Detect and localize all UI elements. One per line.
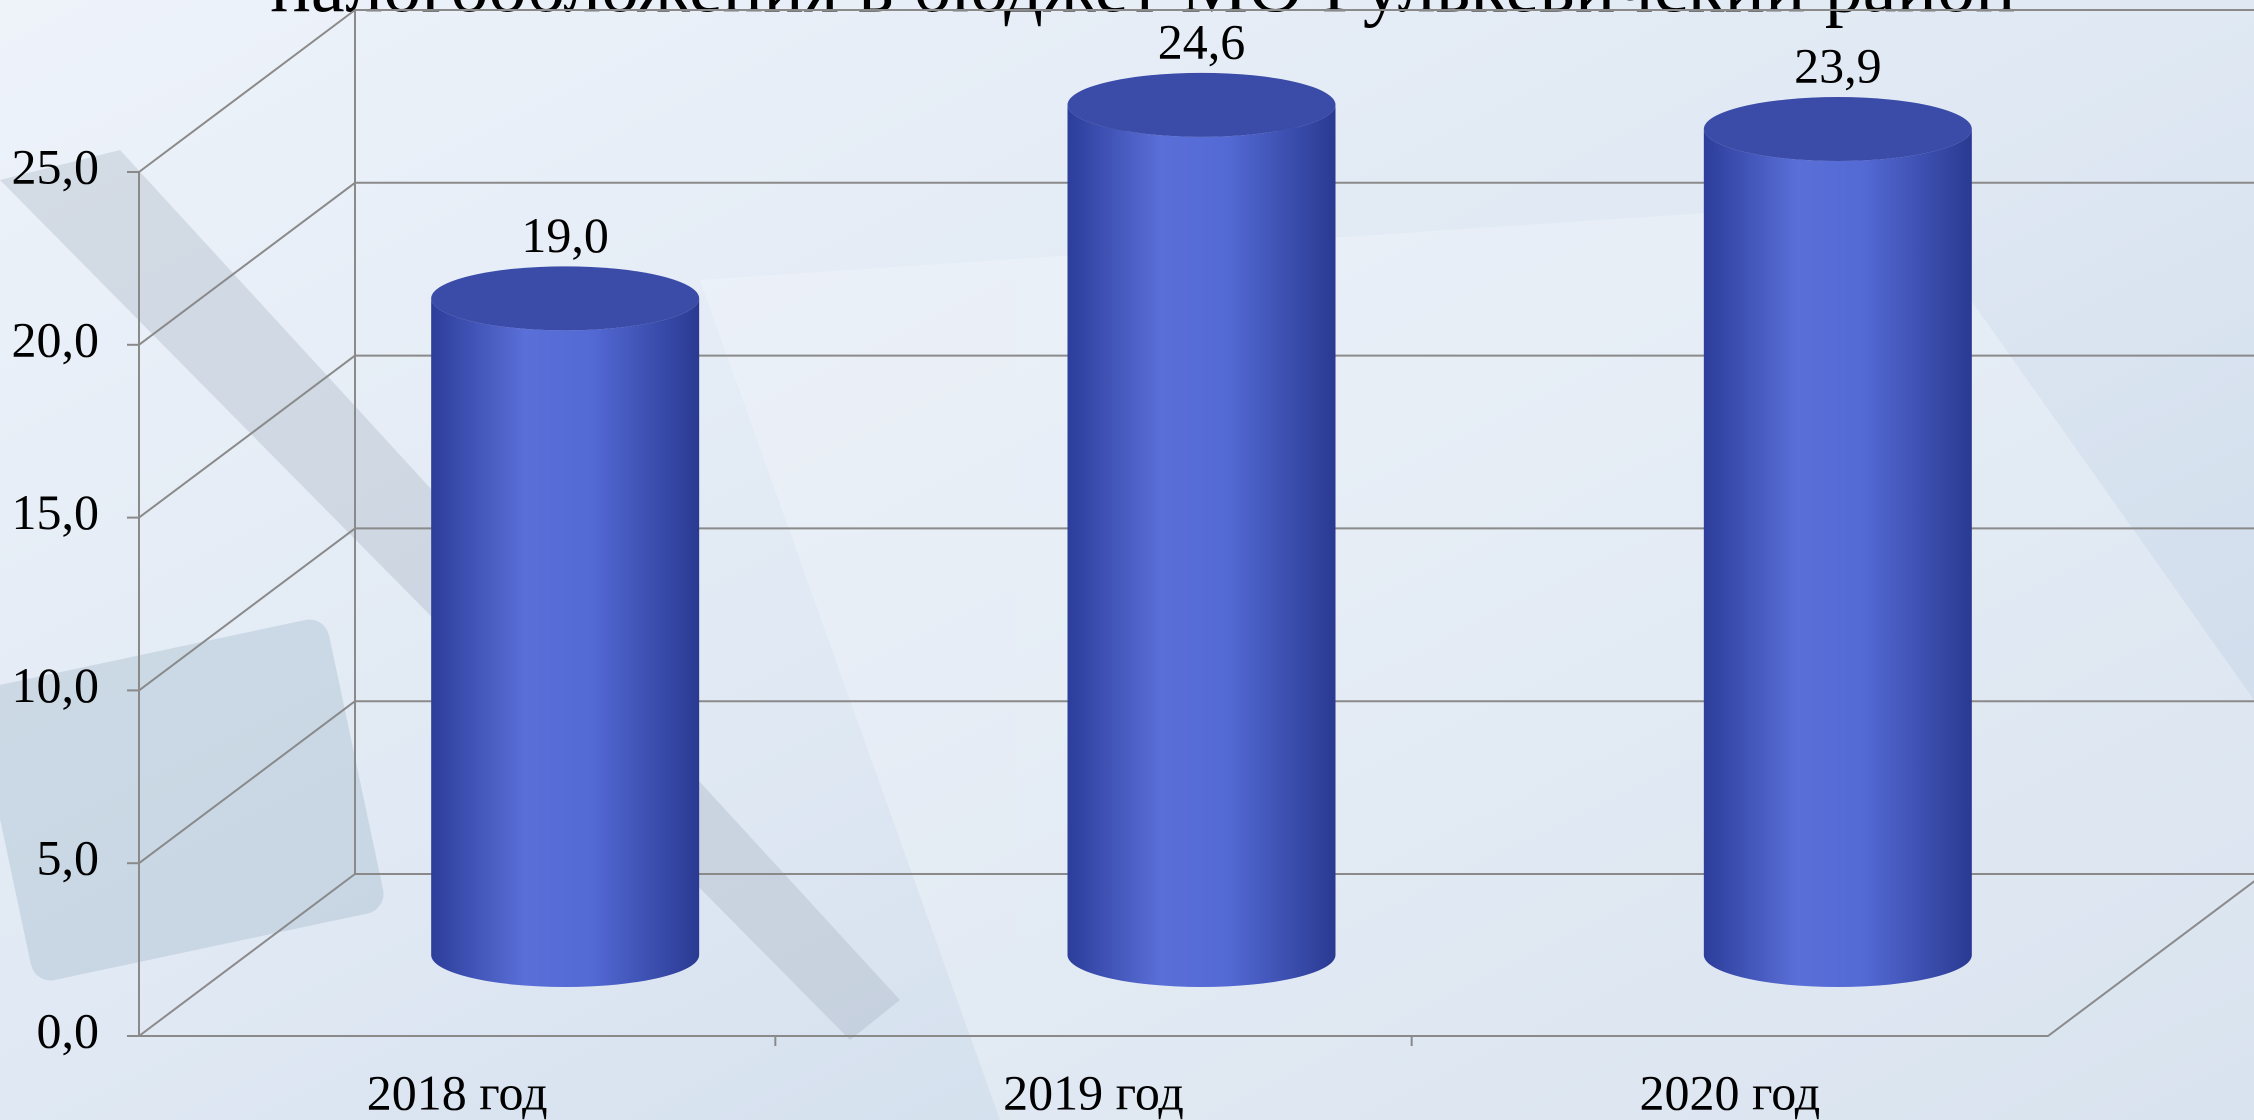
y-tick-label: 5,0 — [37, 830, 100, 886]
bar-top — [431, 266, 700, 331]
bar — [1703, 129, 1972, 988]
y-tick-label: 0,0 — [37, 1002, 100, 1058]
grid-diagonal — [138, 527, 356, 692]
y-tick-label: 10,0 — [12, 657, 100, 713]
bar-top — [1067, 72, 1336, 137]
bar — [431, 298, 700, 987]
chart-title: налогообложения в бюджет МО Гулькевичски… — [270, 0, 2016, 28]
grid-diagonal — [138, 873, 356, 1037]
y-tick-label: 20,0 — [12, 311, 100, 367]
grid-diagonal — [138, 700, 356, 865]
x-tick-label: 2018 год — [367, 1064, 548, 1120]
value-label: 19,0 — [521, 207, 609, 263]
value-label: 24,6 — [1158, 13, 1246, 69]
plot-area: 0,0 5,0 10,0 15,0 20,0 25,0 2018 год 19,0 2019 г… — [12, 9, 2254, 1120]
y-tick-label: 15,0 — [12, 484, 100, 540]
bar-top — [1703, 97, 1972, 162]
grid-diagonal — [138, 182, 356, 346]
x-tick-label: 2019 год — [1003, 1064, 1184, 1120]
x-tick-label: 2020 год — [1639, 1064, 1820, 1120]
grid-diagonal — [138, 9, 356, 173]
value-label: 23,9 — [1794, 37, 1882, 93]
grid-diagonal — [138, 354, 356, 519]
y-tick-label: 25,0 — [12, 138, 100, 194]
bar — [1067, 104, 1336, 987]
